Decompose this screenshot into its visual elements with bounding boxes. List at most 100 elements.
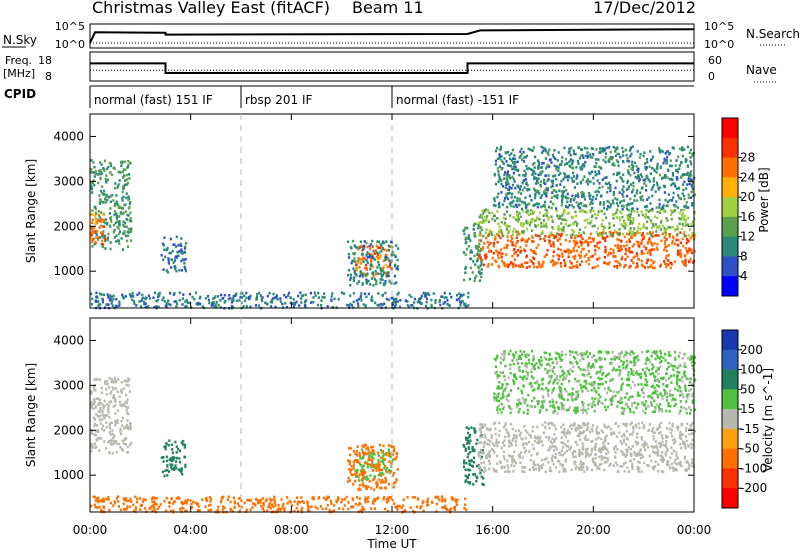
data-cell bbox=[598, 165, 601, 169]
data-cell bbox=[503, 357, 506, 360]
data-cell bbox=[528, 194, 531, 198]
data-cell bbox=[565, 431, 568, 435]
data-cell bbox=[104, 382, 107, 385]
data-cell bbox=[671, 182, 674, 185]
data-cell bbox=[500, 182, 503, 186]
data-cell bbox=[382, 283, 386, 287]
data-cell bbox=[671, 438, 674, 442]
data-cell bbox=[629, 213, 632, 216]
data-cell bbox=[585, 204, 588, 208]
data-cell bbox=[193, 297, 196, 301]
data-cell bbox=[503, 444, 506, 447]
data-cell bbox=[555, 357, 558, 361]
data-cell bbox=[561, 407, 564, 410]
data-cell bbox=[685, 159, 688, 162]
data-cell bbox=[505, 386, 508, 389]
data-cell bbox=[107, 303, 110, 306]
data-cell bbox=[110, 439, 113, 442]
data-cell bbox=[505, 228, 508, 231]
data-cell bbox=[629, 146, 632, 150]
data-cell bbox=[684, 443, 687, 446]
data-cell bbox=[385, 240, 388, 243]
data-cell bbox=[603, 425, 606, 428]
data-cell bbox=[388, 468, 391, 472]
data-cell bbox=[354, 480, 357, 483]
data-cell bbox=[676, 428, 679, 431]
data-cell bbox=[380, 272, 383, 276]
data-cell bbox=[497, 192, 500, 196]
data-cell bbox=[669, 159, 672, 162]
data-cell bbox=[591, 424, 594, 427]
data-cell bbox=[663, 248, 666, 252]
data-cell bbox=[114, 421, 117, 425]
data-cell bbox=[488, 467, 491, 471]
data-cell bbox=[561, 192, 564, 196]
data-cell bbox=[470, 426, 473, 429]
data-cell bbox=[586, 221, 589, 225]
data-cell bbox=[661, 440, 664, 444]
data-cell bbox=[595, 216, 598, 220]
data-cell bbox=[170, 443, 173, 447]
data-cell bbox=[120, 389, 123, 392]
data-cell bbox=[690, 423, 693, 426]
data-cell bbox=[514, 165, 517, 169]
data-cell bbox=[465, 426, 468, 429]
data-cell bbox=[607, 425, 610, 428]
data-cell bbox=[677, 186, 680, 190]
scatter-region bbox=[160, 235, 188, 274]
data-cell bbox=[576, 409, 579, 413]
data-cell bbox=[618, 201, 622, 204]
data-cell bbox=[614, 186, 617, 190]
data-cell bbox=[626, 181, 629, 184]
data-cell bbox=[114, 398, 117, 402]
data-cell bbox=[477, 221, 480, 225]
data-cell bbox=[582, 231, 585, 234]
data-cell bbox=[370, 263, 373, 266]
data-cell bbox=[97, 300, 100, 303]
data-cell bbox=[623, 199, 626, 202]
data-cell bbox=[100, 163, 103, 166]
data-cell bbox=[346, 480, 350, 483]
data-cell bbox=[114, 412, 117, 415]
data-cell bbox=[108, 430, 111, 434]
data-cell bbox=[563, 185, 566, 189]
data-cell bbox=[181, 443, 185, 446]
data-cell bbox=[658, 198, 661, 202]
data-cell bbox=[99, 303, 102, 306]
data-cell bbox=[664, 444, 667, 448]
data-cell bbox=[169, 303, 172, 307]
data-cell bbox=[120, 164, 123, 168]
data-cell bbox=[684, 218, 687, 221]
data-cell bbox=[373, 278, 377, 281]
data-cell bbox=[185, 298, 188, 302]
data-cell bbox=[575, 224, 578, 227]
data-cell bbox=[459, 293, 463, 297]
data-cell bbox=[576, 395, 580, 398]
data-cell bbox=[90, 186, 93, 190]
data-cell bbox=[633, 255, 636, 258]
data-cell bbox=[542, 219, 545, 222]
data-cell bbox=[549, 364, 552, 368]
data-cell bbox=[583, 380, 586, 383]
data-cell bbox=[579, 206, 582, 210]
data-cell bbox=[111, 173, 114, 177]
data-cell bbox=[547, 394, 550, 398]
data-cell bbox=[104, 239, 107, 243]
data-cell bbox=[526, 184, 529, 187]
data-cell bbox=[686, 173, 689, 176]
data-cell bbox=[558, 237, 561, 241]
data-cell bbox=[565, 408, 568, 412]
data-cell bbox=[631, 163, 634, 167]
data-cell bbox=[583, 255, 586, 258]
data-cell bbox=[511, 439, 514, 442]
data-cell bbox=[544, 157, 547, 160]
data-cell bbox=[107, 232, 110, 236]
data-cell bbox=[652, 183, 655, 187]
data-cell bbox=[572, 424, 576, 427]
data-cell bbox=[643, 205, 647, 209]
data-cell bbox=[600, 402, 603, 405]
data-cell bbox=[561, 198, 564, 202]
data-cell bbox=[655, 206, 658, 209]
data-cell bbox=[620, 449, 623, 453]
data-cell bbox=[617, 249, 620, 253]
